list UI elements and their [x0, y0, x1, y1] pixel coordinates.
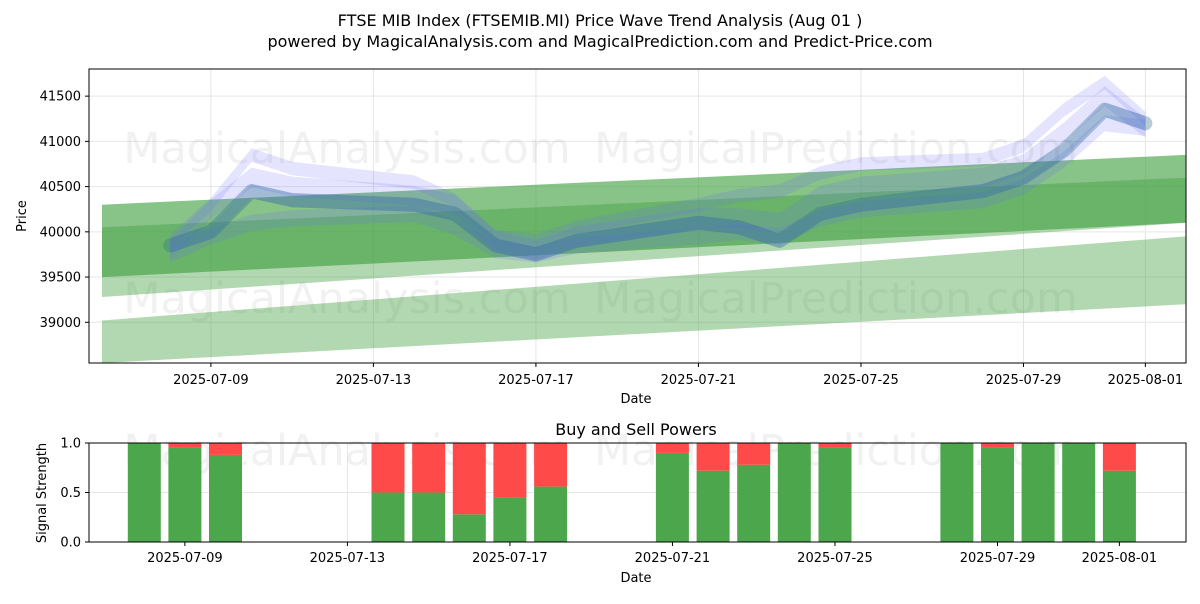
price-ytick-label: 41000	[40, 135, 81, 150]
buy-bar	[371, 492, 405, 542]
trend-channel-band	[102, 154, 1186, 278]
watermark-analysis-mid: MagicalAnalysis.com	[123, 274, 570, 324]
sell-bar	[737, 443, 771, 465]
price-axes: 39000 39500 40000 40500 41000 41500 2025-07-09…	[40, 90, 1184, 388]
buy-bar	[1021, 443, 1055, 542]
price-xtick-label: 2025-08-01	[1108, 373, 1184, 388]
signal-ytick-label: 0.5	[60, 486, 81, 501]
sell-bar	[1102, 443, 1136, 471]
price-xtick-label: 2025-07-29	[986, 373, 1062, 388]
sell-bar	[371, 443, 405, 493]
sell-bar	[493, 443, 527, 498]
sell-bar	[981, 443, 1014, 448]
signal-ylabel: Signal Strength	[35, 443, 50, 543]
price-ytick-label: 39500	[40, 271, 81, 286]
price-xtick-label: 2025-07-21	[661, 373, 737, 388]
watermark-prediction-mid: MagicalPrediction.com	[594, 274, 1078, 324]
signal-ytick-label: 1.0	[60, 437, 81, 452]
signal-ytick-label: 0.0	[60, 536, 81, 551]
sell-bar	[696, 443, 730, 471]
trend-channel-band	[102, 177, 1186, 297]
price-ytick-label: 40500	[40, 180, 81, 195]
sell-bar	[534, 443, 568, 487]
buy-bar	[168, 447, 202, 542]
price-wave-band	[170, 75, 1146, 248]
chart-subtitle: powered by MagicalAnalysis.com and Magic…	[267, 32, 932, 51]
sell-bar	[168, 443, 202, 448]
buy-bar	[696, 470, 730, 542]
price-wave-core	[163, 102, 1153, 262]
signal-title: Buy and Sell Powers	[555, 420, 717, 439]
price-xtick-label: 2025-07-25	[823, 373, 899, 388]
signal-xtick-label: 2025-07-09	[147, 551, 223, 566]
watermark-analysis-top: MagicalAnalysis.com	[123, 124, 570, 174]
trend-channels	[102, 154, 1186, 363]
signal-xlabel: Date	[620, 571, 651, 586]
buy-bar	[940, 443, 974, 542]
sell-bar	[412, 443, 446, 493]
price-wave-band	[170, 115, 1146, 263]
price-xtick-label: 2025-07-13	[336, 373, 412, 388]
chart-title: FTSE MIB Index (FTSEMIB.MI) Price Wave T…	[338, 11, 863, 30]
price-ytick-label: 41500	[40, 90, 81, 105]
price-xtick-label: 2025-07-17	[498, 373, 574, 388]
buy-bar	[737, 464, 771, 542]
signal-xtick-label: 2025-07-29	[960, 551, 1036, 566]
buy-bar	[818, 447, 852, 542]
sell-bar	[209, 443, 242, 455]
buy-bar	[127, 443, 161, 542]
price-panel-frame	[88, 68, 1187, 364]
signal-xtick-label: 2025-08-01	[1082, 551, 1158, 566]
sell-bar	[818, 443, 852, 448]
price-xlabel: Date	[620, 392, 651, 407]
buy-bar	[1102, 470, 1136, 542]
price-ytick-label: 40000	[40, 225, 81, 240]
signal-xtick-label: 2025-07-13	[310, 551, 386, 566]
sell-bar	[655, 443, 689, 453]
buy-bar	[209, 454, 242, 542]
signal-xtick-label: 2025-07-21	[635, 551, 711, 566]
price-xtick-label: 2025-07-09	[173, 373, 249, 388]
price-wave-band	[170, 86, 1146, 260]
buy-bar	[777, 443, 811, 542]
trend-channel-band	[102, 236, 1186, 363]
signal-axes: 0.0 0.5 1.0 2025-07-09 2025-07-13 2025-07-17 2…	[60, 437, 1157, 567]
price-ytick-label: 39000	[40, 316, 81, 331]
signal-xtick-label: 2025-07-25	[797, 551, 873, 566]
signal-xtick-label: 2025-07-17	[472, 551, 548, 566]
buy-bar	[534, 486, 568, 542]
price-ylabel: Price	[15, 200, 30, 232]
buy-bar	[1062, 443, 1096, 542]
price-wave-band	[170, 102, 1146, 262]
sell-bar	[452, 443, 486, 515]
buy-bar	[412, 492, 446, 542]
buy-bar	[452, 514, 486, 542]
buy-bar	[493, 497, 527, 542]
signal-bars	[127, 443, 1136, 542]
buy-bar	[655, 452, 689, 542]
price-bands	[163, 75, 1153, 263]
buy-bar	[981, 447, 1014, 542]
